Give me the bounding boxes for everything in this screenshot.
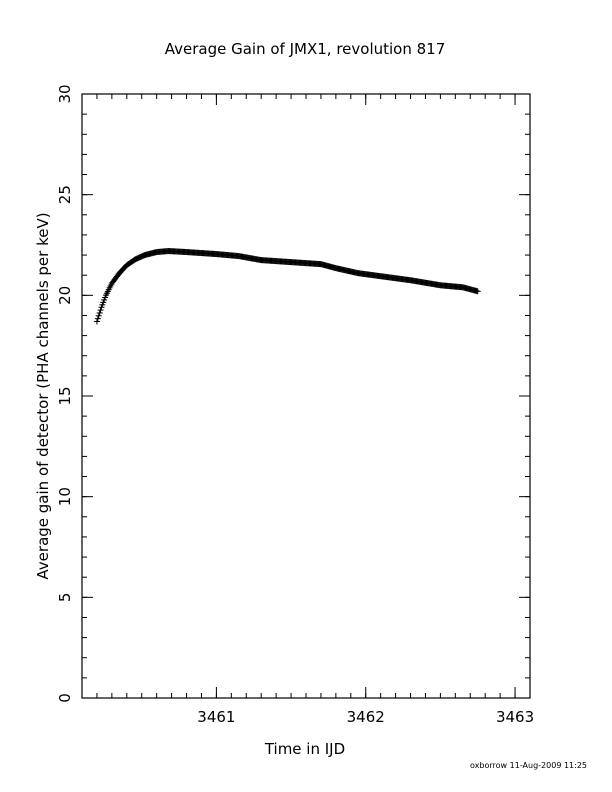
footer-stamp: oxborrow 11-Aug-2009 11:25	[470, 761, 587, 770]
y-axis-label: Average gain of detector (PHA channels p…	[34, 212, 52, 579]
y-tick-label: 25	[56, 185, 74, 204]
x-tick-label: 3462	[347, 708, 385, 726]
data-point	[93, 318, 100, 325]
axis-ticks: 0 5 10 15 20 25 30 3461 3462 3463	[56, 84, 534, 726]
y-tick-label: 10	[56, 487, 74, 506]
y-tick-label: 30	[56, 84, 74, 103]
x-tick-label: 3461	[197, 708, 235, 726]
data-point	[95, 312, 102, 319]
data-points	[93, 248, 481, 325]
x-tick-label: 3463	[496, 708, 534, 726]
data-point	[96, 309, 103, 316]
data-point	[97, 307, 104, 314]
y-tick-label: 15	[56, 386, 74, 405]
data-point	[474, 288, 481, 295]
y-tick-label: 0	[56, 693, 74, 703]
plot-frame	[81, 93, 531, 699]
x-axis-label: Time in IJD	[264, 740, 345, 758]
chart-title: Average Gain of JMX1, revolution 817	[165, 40, 446, 58]
data-point	[94, 315, 101, 322]
y-tick-label: 5	[56, 593, 74, 603]
y-tick-label: 20	[56, 286, 74, 305]
